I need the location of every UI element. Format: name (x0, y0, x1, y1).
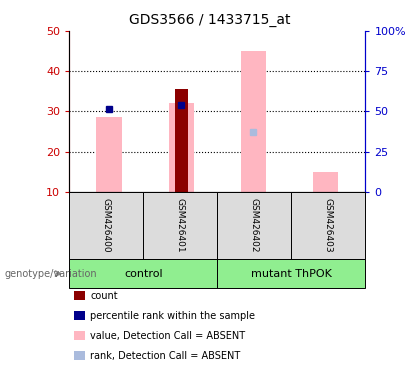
Text: rank, Detection Call = ABSENT: rank, Detection Call = ABSENT (90, 351, 241, 361)
Text: mutant ThPOK: mutant ThPOK (251, 268, 332, 279)
Text: count: count (90, 291, 118, 301)
Bar (168, 103, 194, 192)
Text: GSM426401: GSM426401 (176, 198, 185, 253)
Text: value, Detection Call = ABSENT: value, Detection Call = ABSENT (90, 331, 245, 341)
Text: GDS3566 / 1433715_at: GDS3566 / 1433715_at (129, 13, 291, 27)
Text: percentile rank within the sample: percentile rank within the sample (90, 311, 255, 321)
Text: genotype/variation: genotype/variation (4, 268, 97, 279)
Bar (96, 118, 122, 192)
Text: GSM426400: GSM426400 (102, 198, 111, 253)
Bar (313, 172, 339, 192)
Bar (241, 51, 266, 192)
Text: control: control (124, 268, 163, 279)
Bar (175, 89, 188, 192)
Text: GSM426403: GSM426403 (324, 198, 333, 253)
Text: GSM426402: GSM426402 (250, 199, 259, 253)
